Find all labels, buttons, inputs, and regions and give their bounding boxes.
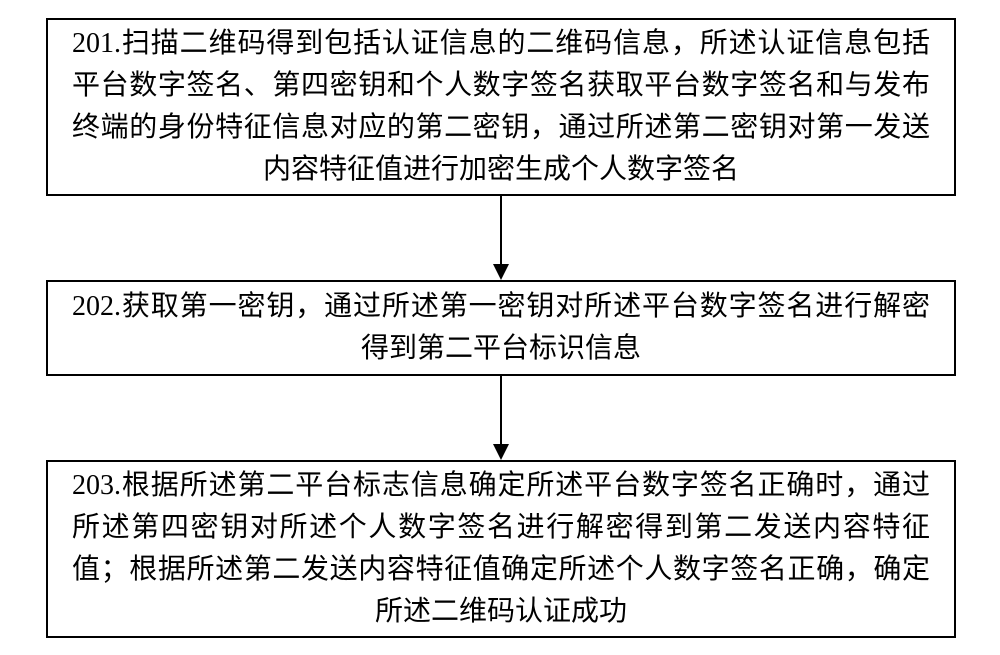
flow-step-202-text: 202.获取第一密钥，通过所述第一密钥对所述平台数字签名进行解密得到第二平台标识… — [72, 286, 930, 370]
flow-step-202: 202.获取第一密钥，通过所述第一密钥对所述平台数字签名进行解密得到第二平台标识… — [46, 280, 956, 376]
flowchart-canvas: 201.扫描二维码得到包括认证信息的二维码信息，所述认证信息包括平台数字签名、第… — [0, 0, 1000, 655]
flow-step-201-text: 201.扫描二维码得到包括认证信息的二维码信息，所述认证信息包括平台数字签名、第… — [72, 23, 930, 191]
flow-step-203-text: 203.根据所述第二平台标志信息确定所述平台数字签名正确时，通过所述第四密钥对所… — [72, 465, 930, 633]
flow-step-201: 201.扫描二维码得到包括认证信息的二维码信息，所述认证信息包括平台数字签名、第… — [46, 18, 956, 196]
flow-step-203: 203.根据所述第二平台标志信息确定所述平台数字签名正确时，通过所述第四密钥对所… — [46, 460, 956, 638]
arrow-201-to-202 — [486, 196, 516, 280]
arrow-202-to-203 — [486, 376, 516, 460]
